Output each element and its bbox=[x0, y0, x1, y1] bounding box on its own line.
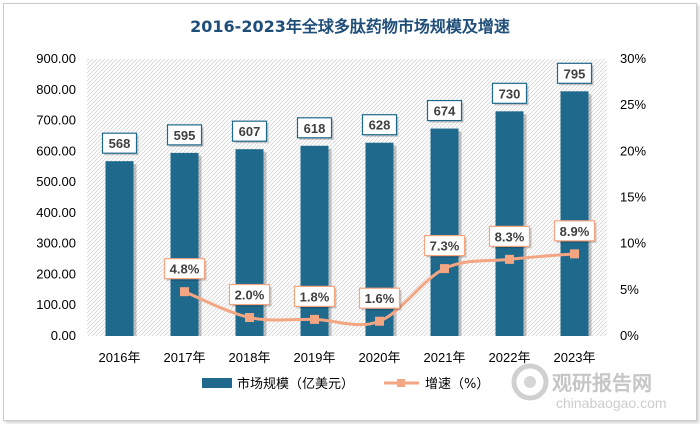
rate-point bbox=[570, 249, 579, 259]
bar-labels: 568 595 607 618 628 674 730 795 bbox=[101, 62, 594, 156]
category-label: 2019年 bbox=[294, 350, 336, 365]
rate-value-label: 8.3% bbox=[495, 229, 525, 244]
legend-line-marker bbox=[397, 379, 405, 387]
right-tick-label: 30% bbox=[620, 51, 646, 66]
rate-label-box bbox=[423, 234, 466, 257]
bar-value-label: 618 bbox=[304, 121, 326, 136]
rate-point bbox=[505, 254, 514, 264]
bar-label-box bbox=[556, 62, 593, 84]
right-tick-label: 20% bbox=[620, 143, 646, 158]
bar bbox=[105, 161, 134, 336]
bar bbox=[495, 111, 524, 336]
category-label: 2018年 bbox=[229, 350, 271, 365]
rate-label-box bbox=[358, 287, 401, 309]
bar bbox=[235, 149, 264, 336]
bar-value-label: 730 bbox=[499, 86, 521, 101]
right-tick-label: 25% bbox=[620, 97, 646, 112]
bar-label-box bbox=[101, 132, 138, 154]
right-tick-label: 5% bbox=[620, 282, 639, 297]
bar-label-box bbox=[491, 82, 528, 104]
bar-label-box bbox=[426, 99, 463, 122]
watermark-logo-dot bbox=[524, 376, 536, 388]
left-tick-label: 0.00 bbox=[51, 328, 76, 343]
left-tick-label: 200.00 bbox=[36, 266, 76, 281]
legend-bar-swatch bbox=[202, 378, 232, 388]
right-axis: 0% 5% 10% 15% 20% 25% 30% bbox=[620, 51, 646, 343]
rate-value-label: 4.8% bbox=[170, 262, 200, 277]
chart-title: 2016-2023年全球多肽药物市场规模及增速 bbox=[190, 17, 510, 36]
plot-area bbox=[87, 59, 607, 336]
left-tick-label: 800.00 bbox=[36, 82, 76, 97]
left-axis: 0.00 100.00 200.00 300.00 400.00 500.00 600.00… bbox=[36, 51, 76, 343]
legend-bar-label: 市场规模（亿美元） bbox=[237, 376, 354, 392]
category-label: 2022年 bbox=[489, 350, 531, 365]
bar bbox=[170, 152, 199, 336]
bar bbox=[430, 128, 459, 336]
bar-value-label: 607 bbox=[239, 124, 261, 139]
category-label: 2017年 bbox=[164, 350, 206, 365]
legend-line-label: 增速（%） bbox=[425, 377, 489, 392]
left-tick-label: 500.00 bbox=[36, 174, 76, 189]
bar-label-box bbox=[166, 124, 203, 146]
watermark-url: chinabaogao.com bbox=[556, 395, 667, 411]
rate-value-label: 8.9% bbox=[560, 224, 590, 239]
left-tick-label: 900.00 bbox=[36, 51, 76, 66]
rate-label-box bbox=[488, 225, 531, 247]
category-label: 2016年 bbox=[99, 350, 141, 365]
chart-svg: 2016-2023年全球多肽药物市场规模及增速 0.00 100.00 200.00… bbox=[36, 17, 667, 411]
rate-label-box bbox=[228, 283, 271, 306]
bar-label-box bbox=[231, 120, 268, 142]
watermark: 观研报告网 chinabaogao.com bbox=[511, 363, 667, 411]
rate-point bbox=[440, 264, 449, 274]
right-tick-label: 10% bbox=[620, 236, 646, 251]
rate-point bbox=[245, 313, 254, 323]
rate-point bbox=[310, 314, 319, 324]
rate-point bbox=[180, 287, 189, 297]
legend: 市场规模（亿美元） 增速（%） bbox=[202, 376, 489, 392]
rate-series bbox=[180, 249, 579, 327]
right-tick-label: 0% bbox=[620, 328, 639, 343]
watermark-name: 观研报告网 bbox=[552, 371, 652, 395]
left-tick-label: 700.00 bbox=[36, 113, 76, 128]
chart-frame: 2016-2023年全球多肽药物市场规模及增速 0.00 100.00 200.00… bbox=[3, 3, 697, 421]
rate-value-label: 1.8% bbox=[300, 289, 330, 304]
bar-value-label: 795 bbox=[564, 66, 586, 81]
category-label: 2023年 bbox=[554, 350, 596, 365]
rate-value-label: 2.0% bbox=[235, 288, 265, 303]
rate-label-box bbox=[293, 285, 336, 307]
watermark-logo-icon bbox=[511, 363, 549, 401]
rate-label-box bbox=[163, 258, 206, 280]
rate-label-box bbox=[553, 220, 596, 242]
bar-label-box bbox=[361, 114, 398, 136]
rate-value-label: 1.6% bbox=[365, 291, 395, 306]
rate-value-label: 7.3% bbox=[430, 239, 460, 254]
bar-value-label: 628 bbox=[369, 118, 391, 133]
rate-labels: 4.8% 2.0% 1.8% 1.6% 7.3% 8.3% 8.9% bbox=[163, 220, 597, 311]
category-label: 2020年 bbox=[359, 350, 401, 365]
bar-value-label: 595 bbox=[174, 128, 196, 143]
left-tick-label: 100.00 bbox=[36, 297, 76, 312]
bar bbox=[560, 91, 589, 336]
category-labels: 2016年 2017年 2018年 2019年 2020年 2021年 2022年 2023年 bbox=[99, 350, 596, 365]
left-tick-label: 300.00 bbox=[36, 236, 76, 251]
right-tick-label: 15% bbox=[620, 190, 646, 205]
category-label: 2021年 bbox=[424, 350, 466, 365]
rate-point bbox=[375, 316, 384, 326]
bar-label-box bbox=[296, 117, 333, 139]
bar-value-label: 568 bbox=[109, 136, 131, 151]
left-tick-label: 600.00 bbox=[36, 143, 76, 158]
left-tick-label: 400.00 bbox=[36, 205, 76, 220]
bar-value-label: 674 bbox=[434, 104, 456, 119]
